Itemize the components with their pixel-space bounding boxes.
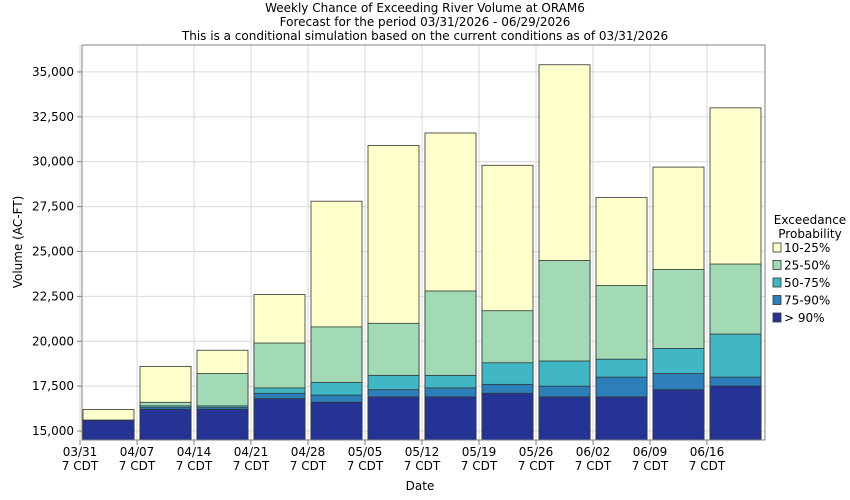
y-axis-label: Volume (AC-FT) bbox=[11, 196, 25, 289]
y-tick-label: 27,500 bbox=[32, 200, 74, 214]
x-tick-sublabel: 7 CDT bbox=[404, 459, 441, 473]
x-tick-label: 03/31 bbox=[63, 445, 98, 459]
x-tick-label: 05/05 bbox=[348, 445, 383, 459]
legend-title-line-2: Probability bbox=[778, 227, 841, 241]
y-tick-label: 30,000 bbox=[32, 155, 74, 169]
x-tick-sublabel: 7 CDT bbox=[62, 459, 99, 473]
legend-swatch bbox=[772, 242, 782, 253]
legend-title-line-1: Exceedance bbox=[774, 213, 846, 227]
bar-segment bbox=[652, 389, 705, 441]
bar-segment bbox=[367, 396, 420, 441]
title-line-2: Forecast for the period 03/31/2026 - 06/… bbox=[280, 15, 571, 29]
title-line-3: This is a conditional simulation based o… bbox=[181, 29, 668, 43]
y-tick-label: 22,500 bbox=[32, 289, 74, 303]
bar-segment bbox=[595, 396, 648, 441]
legend-entry-label: > 90% bbox=[784, 311, 825, 325]
bar-stacks bbox=[82, 64, 762, 441]
chart-title: Weekly Chance of Exceeding River Volume … bbox=[181, 1, 668, 43]
legend-swatch bbox=[772, 260, 782, 270]
legend: Exceedance Probability 10-25% 25-50% 50-75… bbox=[772, 213, 846, 325]
legend-swatch bbox=[772, 312, 782, 323]
bar-segment bbox=[481, 392, 534, 441]
y-tick-label: 25,000 bbox=[32, 244, 74, 258]
x-tick-label: 06/02 bbox=[576, 445, 611, 459]
bar-segment bbox=[310, 401, 363, 441]
y-tick-label: 15,000 bbox=[32, 424, 74, 438]
x-tick-label: 06/16 bbox=[690, 445, 725, 459]
x-tick-sublabel: 7 CDT bbox=[461, 459, 498, 473]
x-tick-sublabel: 7 CDT bbox=[176, 459, 213, 473]
title-line-1: Weekly Chance of Exceeding River Volume … bbox=[265, 1, 585, 15]
y-tick-label: 32,500 bbox=[32, 110, 74, 124]
x-tick-label: 06/09 bbox=[633, 445, 668, 459]
legend-swatch bbox=[772, 295, 782, 305]
bar-segment bbox=[709, 385, 762, 441]
y-tick-label: 35,000 bbox=[32, 65, 74, 79]
bar-segment bbox=[538, 396, 591, 441]
legend-entries: 10-25% 25-50% 50-75% 75-90% > 90% bbox=[772, 241, 830, 325]
x-tick-sublabel: 7 CDT bbox=[290, 459, 327, 473]
x-tick-label: 04/14 bbox=[177, 445, 212, 459]
x-tick-sublabel: 7 CDT bbox=[575, 459, 612, 473]
bar-segment bbox=[139, 409, 192, 441]
legend-entry-label: 25-50% bbox=[784, 259, 830, 273]
plot-area bbox=[82, 45, 765, 440]
x-axis-label: Date bbox=[406, 479, 435, 493]
legend-entry-label: 10-25% bbox=[784, 241, 830, 255]
x-tick-label: 05/26 bbox=[519, 445, 554, 459]
x-tick-sublabel: 7 CDT bbox=[233, 459, 270, 473]
plot-border bbox=[81, 44, 766, 441]
x-tick-sublabel: 7 CDT bbox=[518, 459, 555, 473]
grid-lines bbox=[79, 45, 765, 440]
y-tick-label: 20,000 bbox=[32, 334, 74, 348]
legend-entry-label: 50-75% bbox=[784, 276, 830, 290]
bar-segment bbox=[82, 419, 135, 441]
x-tick-label: 04/07 bbox=[120, 445, 155, 459]
x-tick-sublabel: 7 CDT bbox=[632, 459, 669, 473]
x-tick-label: 05/12 bbox=[405, 445, 440, 459]
x-tick-label: 05/19 bbox=[462, 445, 497, 459]
x-tick-sublabel: 7 CDT bbox=[119, 459, 156, 473]
x-tick-sublabel: 7 CDT bbox=[689, 459, 726, 473]
y-axis-ticks: 15,000 17,500 20,000 22,500 25,000 27,500 30,0… bbox=[32, 65, 82, 438]
bar-segment bbox=[253, 398, 306, 441]
y-tick-label: 17,500 bbox=[32, 379, 74, 393]
legend-entry-label: 75-90% bbox=[784, 294, 830, 308]
x-tick-sublabel: 7 CDT bbox=[347, 459, 384, 473]
bar-segment bbox=[424, 396, 477, 441]
x-tick-label: 04/21 bbox=[234, 445, 269, 459]
x-tick-label: 04/28 bbox=[291, 445, 326, 459]
bar-segment bbox=[196, 409, 249, 441]
legend-swatch bbox=[772, 277, 782, 288]
